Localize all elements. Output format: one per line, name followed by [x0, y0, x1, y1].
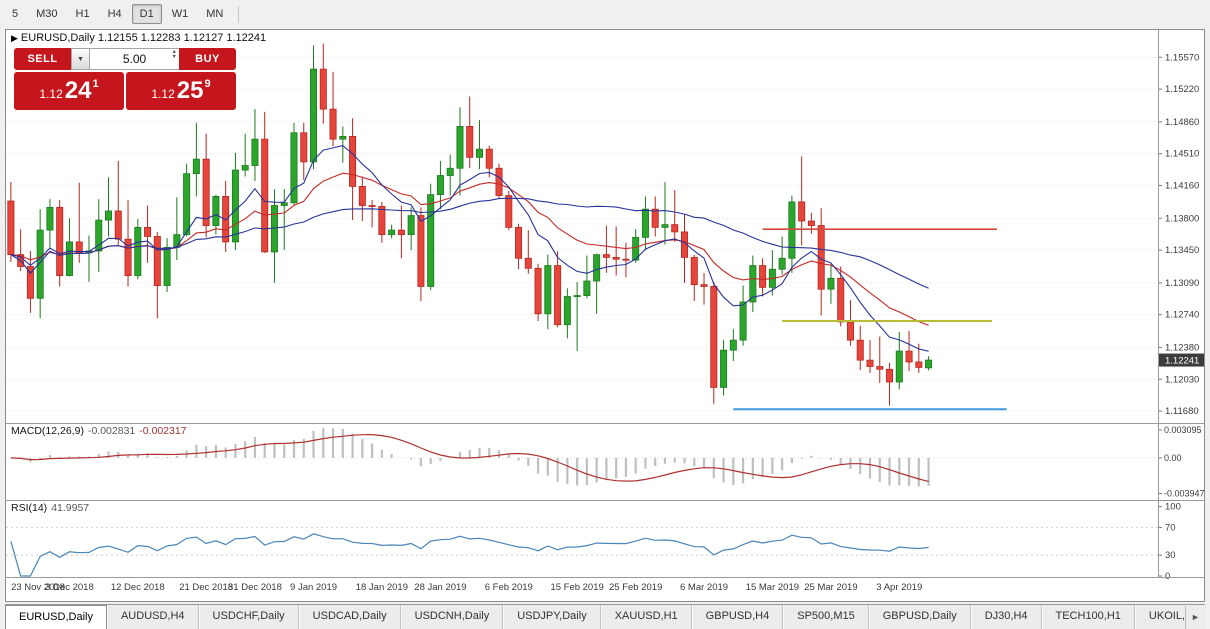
- svg-text:1.12380: 1.12380: [1165, 342, 1199, 353]
- rsi-pane: 100 70 30 0: [6, 502, 1181, 582]
- symbol-marker-icon: ▶: [11, 33, 18, 43]
- buy-price-button[interactable]: 1.12 25 9: [126, 72, 236, 110]
- volume-spinner[interactable]: ▲ ▼: [171, 49, 177, 60]
- chart-background: [6, 30, 1204, 601]
- tabs-scroll-right-button[interactable]: ►: [1185, 606, 1205, 629]
- svg-text:0.00: 0.00: [1164, 453, 1182, 463]
- svg-text:21 Dec 2018: 21 Dec 2018: [179, 582, 233, 593]
- svg-text:6 Mar 2019: 6 Mar 2019: [680, 582, 728, 593]
- chart-tab-usdcad[interactable]: USDCAD,Daily: [298, 605, 401, 629]
- volume-value: 5.00: [122, 52, 147, 66]
- timeframe-w1-button[interactable]: W1: [171, 8, 189, 20]
- chart-tab-xauusd[interactable]: XAUUSD,H1: [600, 605, 692, 629]
- ohlc-text: EURUSD,Daily 1.12155 1.12283 1.12127 1.1…: [20, 32, 267, 44]
- bid-price-sup: 1: [92, 78, 99, 90]
- timeframe-m30-button[interactable]: M30: [36, 8, 58, 20]
- sell-button[interactable]: SELL: [14, 48, 71, 70]
- svg-text:12 Dec 2018: 12 Dec 2018: [111, 582, 165, 593]
- svg-text:31 Dec 2018: 31 Dec 2018: [228, 582, 282, 593]
- chart-tab-eurusd[interactable]: EURUSD,Daily: [5, 605, 107, 629]
- svg-text:1.12740: 1.12740: [1165, 310, 1199, 321]
- buy-button[interactable]: BUY: [179, 48, 236, 70]
- svg-text:1.15570: 1.15570: [1165, 52, 1199, 63]
- svg-text:70: 70: [1165, 522, 1176, 533]
- one-click-trading-panel: SELL ▼ 5.00 ▲ ▼ BUY 1.12 24 1 1.12 2: [14, 48, 236, 110]
- chart-tab-usdjpy[interactable]: USDJPY,Daily: [503, 605, 601, 629]
- svg-text:0: 0: [1165, 571, 1170, 582]
- volume-input[interactable]: 5.00 ▲ ▼: [90, 48, 179, 70]
- svg-text:1.12241: 1.12241: [1165, 356, 1199, 367]
- ma-ema9-line: [10, 145, 929, 352]
- svg-text:3 Dec 2018: 3 Dec 2018: [45, 582, 94, 593]
- ask-price-big: 25: [176, 77, 204, 104]
- svg-text:15 Feb 2019: 15 Feb 2019: [550, 582, 603, 593]
- ask-price-sup: 9: [204, 78, 211, 90]
- chart-tabbar: EURUSD,Daily AUDUSD,H4 USDCHF,Daily USDCAD,…: [5, 604, 1205, 629]
- chart-tab-dj30[interactable]: DJ30,H4: [970, 605, 1042, 629]
- chart-tab-gbpusd[interactable]: GBPUSD,H4: [691, 605, 784, 629]
- timeframe-toolbar: 5 M30 H1 H4 D1 W1 MN: [0, 0, 1210, 28]
- bid-price-small: 1.12: [39, 87, 63, 101]
- sell-price-button[interactable]: 1.12 24 1: [14, 72, 124, 110]
- svg-text:25 Feb 2019: 25 Feb 2019: [609, 582, 662, 593]
- svg-text:-0.003947: -0.003947: [1164, 489, 1204, 499]
- rsi-value: 41.9957: [51, 502, 90, 514]
- svg-text:9 Jan 2019: 9 Jan 2019: [290, 582, 337, 593]
- chart-tab-audusd[interactable]: AUDUSD,H4: [106, 605, 199, 629]
- svg-text:100: 100: [1165, 502, 1181, 513]
- svg-text:6 Feb 2019: 6 Feb 2019: [485, 582, 533, 593]
- current-price-badge: 1.12241: [1159, 353, 1204, 367]
- price-chart-canvas[interactable]: 1.15570 1.15220 1.14860 1.14510 1.14160 1.138…: [6, 30, 1204, 601]
- chart-tabs: EURUSD,Daily AUDUSD,H4 USDCHF,Daily USDCAD,…: [5, 605, 1205, 629]
- ask-price-small: 1.12: [151, 87, 175, 101]
- timeframe-d1-button[interactable]: D1: [131, 4, 162, 24]
- chevron-down-icon: ▼: [77, 55, 84, 63]
- chart-tab-gbpusd[interactable]: GBPUSD,Daily: [868, 605, 971, 629]
- macd-main-value: -0.002831: [87, 425, 136, 437]
- ma-sma45-line: [10, 197, 929, 289]
- chart-window: 1.15570 1.15220 1.14860 1.14510 1.14160 1.138…: [5, 29, 1205, 602]
- svg-text:1.13800: 1.13800: [1165, 213, 1199, 224]
- macd-label: MACD(12,26,9) -0.002831 -0.002317: [11, 425, 187, 437]
- bid-price-big: 24: [64, 77, 92, 104]
- svg-text:15 Mar 2019: 15 Mar 2019: [746, 582, 799, 593]
- timeframe-h1-button[interactable]: H1: [75, 8, 90, 20]
- macd-signal-line: [10, 433, 929, 482]
- svg-text:1.14510: 1.14510: [1165, 149, 1199, 160]
- macd-signal-value: -0.002317: [139, 425, 187, 437]
- chart-tab-tech100[interactable]: TECH100,H1: [1041, 605, 1135, 629]
- timeframe-h4-button[interactable]: H4: [107, 8, 122, 20]
- macd-pane: 0.003095 0.00 -0.003947: [6, 425, 1204, 499]
- svg-text:30: 30: [1165, 550, 1176, 561]
- chart-tab-sp500[interactable]: SP500,M15: [783, 605, 869, 629]
- svg-text:23 Nov 2018: 23 Nov 2018: [11, 582, 65, 593]
- svg-text:1.14160: 1.14160: [1165, 181, 1199, 192]
- svg-text:3 Apr 2019: 3 Apr 2019: [876, 582, 922, 593]
- toolbar-separator: [238, 5, 240, 23]
- svg-text:1.13090: 1.13090: [1165, 278, 1199, 289]
- rsi-label: RSI(14) 41.9957: [11, 502, 89, 514]
- svg-text:1.11680: 1.11680: [1165, 406, 1199, 417]
- svg-text:28 Jan 2019: 28 Jan 2019: [414, 582, 466, 593]
- macd-name: MACD(12,26,9): [11, 425, 84, 437]
- svg-text:1.14860: 1.14860: [1165, 117, 1199, 128]
- chart-tab-usdchf[interactable]: USDCHF,Daily: [198, 605, 299, 629]
- svg-text:25 Mar 2019: 25 Mar 2019: [804, 582, 857, 593]
- volume-dropdown-button[interactable]: ▼: [71, 48, 90, 70]
- rsi-name: RSI(14): [11, 502, 48, 514]
- svg-text:1.13450: 1.13450: [1165, 245, 1199, 256]
- candles-layer: [7, 43, 933, 406]
- ohlc-header: ▶ EURUSD,Daily 1.12155 1.12283 1.12127 1.…: [11, 32, 266, 44]
- timeframe-5-button[interactable]: 5: [12, 8, 19, 20]
- rsi-line: [10, 533, 929, 577]
- svg-text:0.003095: 0.003095: [1164, 425, 1202, 435]
- timeframe-mn-button[interactable]: MN: [206, 8, 224, 20]
- svg-text:1.15220: 1.15220: [1165, 84, 1199, 95]
- svg-text:18 Jan 2019: 18 Jan 2019: [356, 582, 408, 593]
- chart-tab-usdcnh[interactable]: USDCNH,Daily: [400, 605, 504, 629]
- svg-text:1.12030: 1.12030: [1165, 374, 1199, 385]
